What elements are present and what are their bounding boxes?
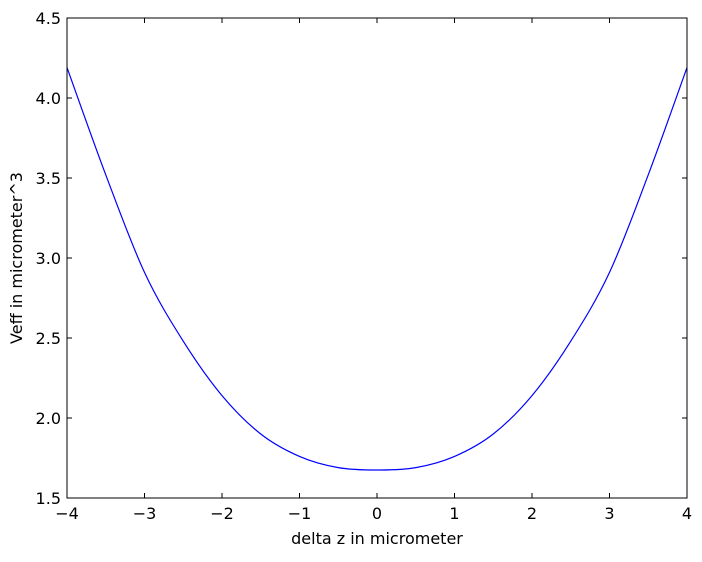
x-tick-label: −4 — [55, 504, 79, 523]
curve-layer — [66, 67, 688, 471]
y-tick-label: 2.5 — [36, 329, 61, 348]
y-tick-label: 2.0 — [36, 409, 61, 428]
tick-layer: −4 −3 −2 −1 0 1 2 3 4 1.5 2.0 2.5 3.0 3.5 4.0 4.5 — [36, 9, 693, 523]
x-tick-label: 0 — [372, 504, 382, 523]
x-tick-label: 4 — [682, 504, 692, 523]
series-line-0 — [66, 67, 688, 471]
x-tick-label: −2 — [210, 504, 234, 523]
x-tick-label: 2 — [527, 504, 537, 523]
y-tick-label: 3.5 — [36, 169, 61, 188]
y-axis-label: Veff in micrometer^3 — [7, 172, 26, 344]
y-tick-label: 3.0 — [36, 249, 61, 268]
y-tick-label: 4.5 — [36, 9, 61, 28]
x-tick-label: 3 — [604, 504, 614, 523]
x-axis-label: delta z in micrometer — [291, 529, 463, 548]
x-tick-label: 1 — [449, 504, 459, 523]
y-tick-label: 1.5 — [36, 489, 61, 508]
x-tick-label: −3 — [133, 504, 157, 523]
axes-frame — [66, 17, 688, 499]
y-tick-label: 4.0 — [36, 89, 61, 108]
x-tick-label: −1 — [288, 504, 312, 523]
